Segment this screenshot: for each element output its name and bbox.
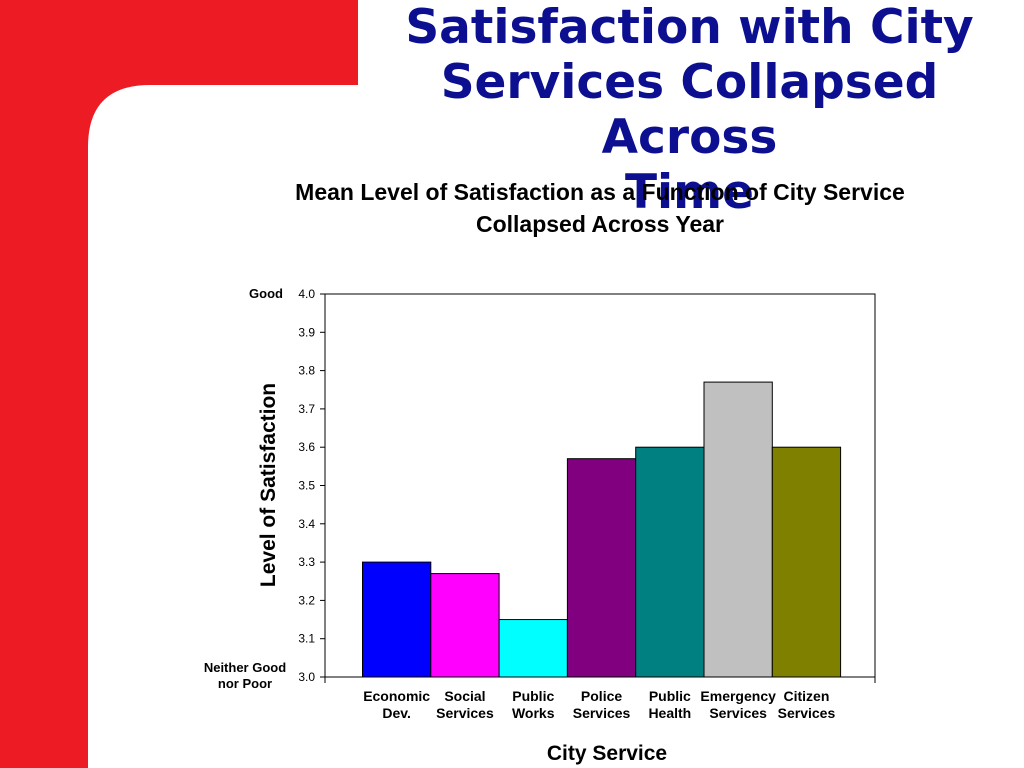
y-tick-label: 3.7 [298, 402, 315, 416]
y-tick-label: 3.6 [298, 440, 315, 454]
bar [362, 561, 432, 678]
y-tick-label: 3.3 [298, 555, 315, 569]
chart-title: Mean Level of Satisfaction as a Function… [200, 176, 1000, 240]
y-anchor-neutral-line: nor Poor [217, 676, 273, 691]
x-category-label: Police [581, 688, 622, 704]
x-category-label: Social [444, 688, 485, 704]
y-tick-label: 3.4 [298, 517, 315, 531]
y-tick-label: 3.5 [298, 479, 315, 493]
y-tick-label: 3.8 [298, 364, 315, 378]
y-anchor-good-label: Good [249, 286, 283, 301]
slide-title-line: Satisfaction with City [405, 0, 974, 55]
y-axis-title: Level of Satisfaction [257, 383, 280, 587]
x-category-label: Public [512, 688, 554, 704]
x-category-label: Services [573, 705, 631, 721]
x-category-label: Services [778, 705, 836, 721]
y-tick-label: 4.0 [298, 287, 315, 301]
x-category-label: Public [649, 688, 691, 704]
red-accent-shape [0, 0, 358, 768]
bar [635, 446, 705, 678]
y-anchor-neutral-line: Neither Good [203, 660, 287, 675]
x-axis-title: City Service [547, 742, 667, 765]
bar [498, 619, 568, 678]
chart-title-line: Collapsed Across Year [475, 211, 724, 237]
bar [703, 381, 773, 678]
y-tick-label: 3.1 [298, 632, 315, 646]
x-category-label: Dev. [382, 705, 411, 721]
x-category-label: Services [709, 705, 767, 721]
slide-title-line: Services Collapsed Across [440, 55, 939, 165]
x-category-label: Citizen [784, 688, 830, 704]
x-category-label: Works [512, 705, 555, 721]
y-tick-label: 3.0 [298, 670, 315, 684]
bar [566, 458, 637, 678]
bar [771, 446, 842, 678]
x-category-label: Health [648, 705, 691, 721]
slide-title-line: Time [624, 165, 755, 220]
slide-title: Satisfaction with City Services Collapse… [355, 0, 1024, 220]
x-category-label: Services [436, 705, 494, 721]
bar [430, 573, 500, 678]
x-category-label: Economic [363, 688, 430, 704]
x-category-label: Emergency [700, 688, 776, 704]
y-tick-label: 3.2 [298, 593, 315, 607]
y-anchor-neutral-label: Neither Good nor Poor [190, 660, 300, 692]
y-tick-label: 3.9 [298, 325, 315, 339]
chart-title-line: Mean Level of Satisfaction as a Function… [295, 179, 905, 205]
